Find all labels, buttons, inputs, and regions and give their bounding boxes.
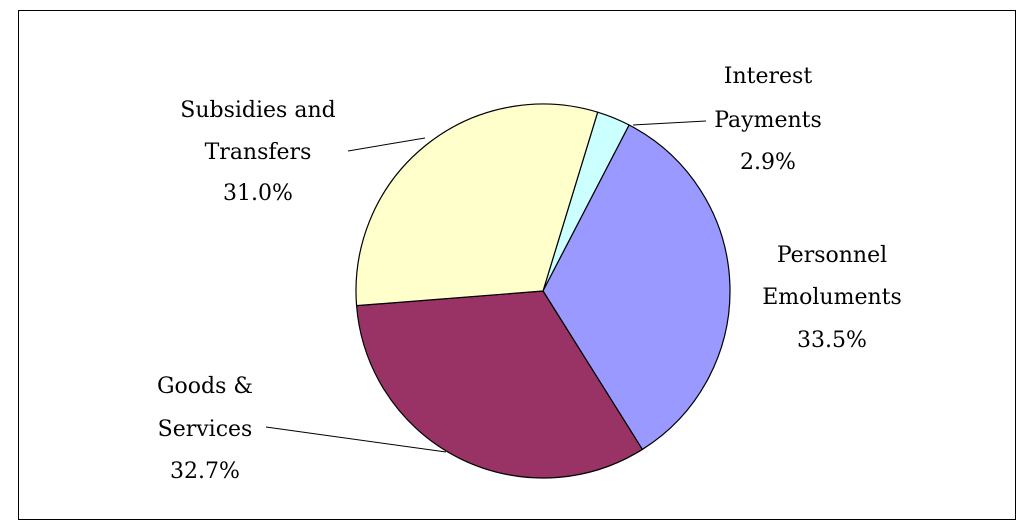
leader-line-interest	[632, 120, 707, 126]
slice-label-interest-percent: 2.9%	[740, 150, 796, 175]
slice-label-interest-line1: Interest	[724, 64, 813, 89]
slice-label-interest: Interest Payments 2.9%	[714, 64, 822, 175]
slice-label-interest-line2: Payments	[714, 108, 822, 133]
slice-label-goods-percent: 32.7%	[170, 459, 240, 484]
pie-slice-subsidies	[355, 103, 599, 307]
slice-label-personnel-line1: Personnel	[777, 243, 887, 268]
slice-label-personnel: Personnel Emoluments 33.5%	[762, 243, 902, 353]
slice-label-personnel-percent: 33.5%	[797, 328, 867, 353]
slice-label-subsidies-line2: Transfers	[205, 140, 312, 165]
leader-lines	[265, 120, 707, 453]
pie-slice-goods	[355, 290, 644, 479]
slice-label-goods-line1: Goods &	[157, 374, 253, 399]
leader-line-goods	[265, 426, 447, 453]
slice-label-goods: Goods & Services 32.7%	[157, 374, 253, 484]
slice-label-goods-line2: Services	[158, 417, 253, 442]
slice-label-personnel-line2: Emoluments	[762, 285, 902, 310]
pie-slice-personnel	[542, 124, 731, 451]
pie-slices	[355, 103, 731, 479]
slice-label-subsidies-percent: 31.0%	[223, 181, 293, 206]
leader-line-subsidies	[347, 137, 426, 152]
slice-label-subsidies-line1: Subsidies and	[180, 98, 335, 123]
slice-label-subsidies: Subsidies and Transfers 31.0%	[180, 98, 335, 206]
